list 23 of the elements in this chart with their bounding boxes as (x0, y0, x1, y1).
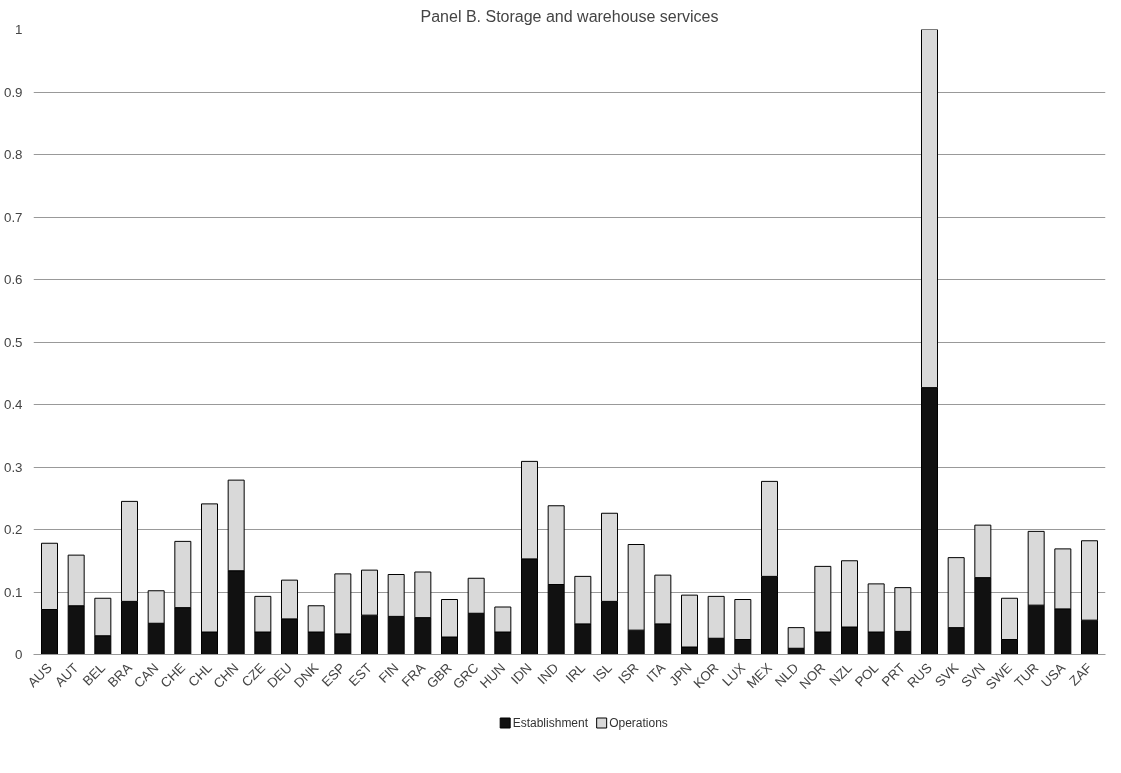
x-tick-label: CHL (185, 660, 215, 690)
x-tick-label: IND (534, 660, 562, 688)
y-tick-label: 0.7 (3, 209, 23, 225)
x-tick-label: POL (852, 660, 882, 690)
x-tick-label: NZL (826, 660, 855, 689)
y-tick-label: 0.5 (3, 334, 23, 350)
legend-label: Establishment (512, 716, 589, 730)
y-tick-label: 0.2 (3, 522, 23, 537)
x-tick-label: ISL (590, 660, 615, 685)
y-tick-label: 0.3 (3, 459, 23, 475)
x-tick-label: IDN (507, 660, 535, 688)
legend-label: Operations (609, 716, 668, 730)
y-tick-label: 0.4 (3, 397, 24, 412)
y-tick-label: 0.9 (3, 84, 23, 100)
y-tick-label: 0.1 (3, 584, 23, 600)
x-tick-label: IRL (562, 660, 589, 686)
y-tick-label: 0 (15, 647, 23, 662)
chart-title: Panel B. Storage and warehouse services (420, 7, 719, 25)
y-tick-label: 0.8 (3, 147, 23, 162)
x-tick-label: ITA (643, 660, 669, 685)
x-tick-label: ISR (615, 660, 642, 687)
y-tick-label: 1 (15, 22, 23, 37)
y-tick-label: 0.6 (3, 272, 23, 287)
